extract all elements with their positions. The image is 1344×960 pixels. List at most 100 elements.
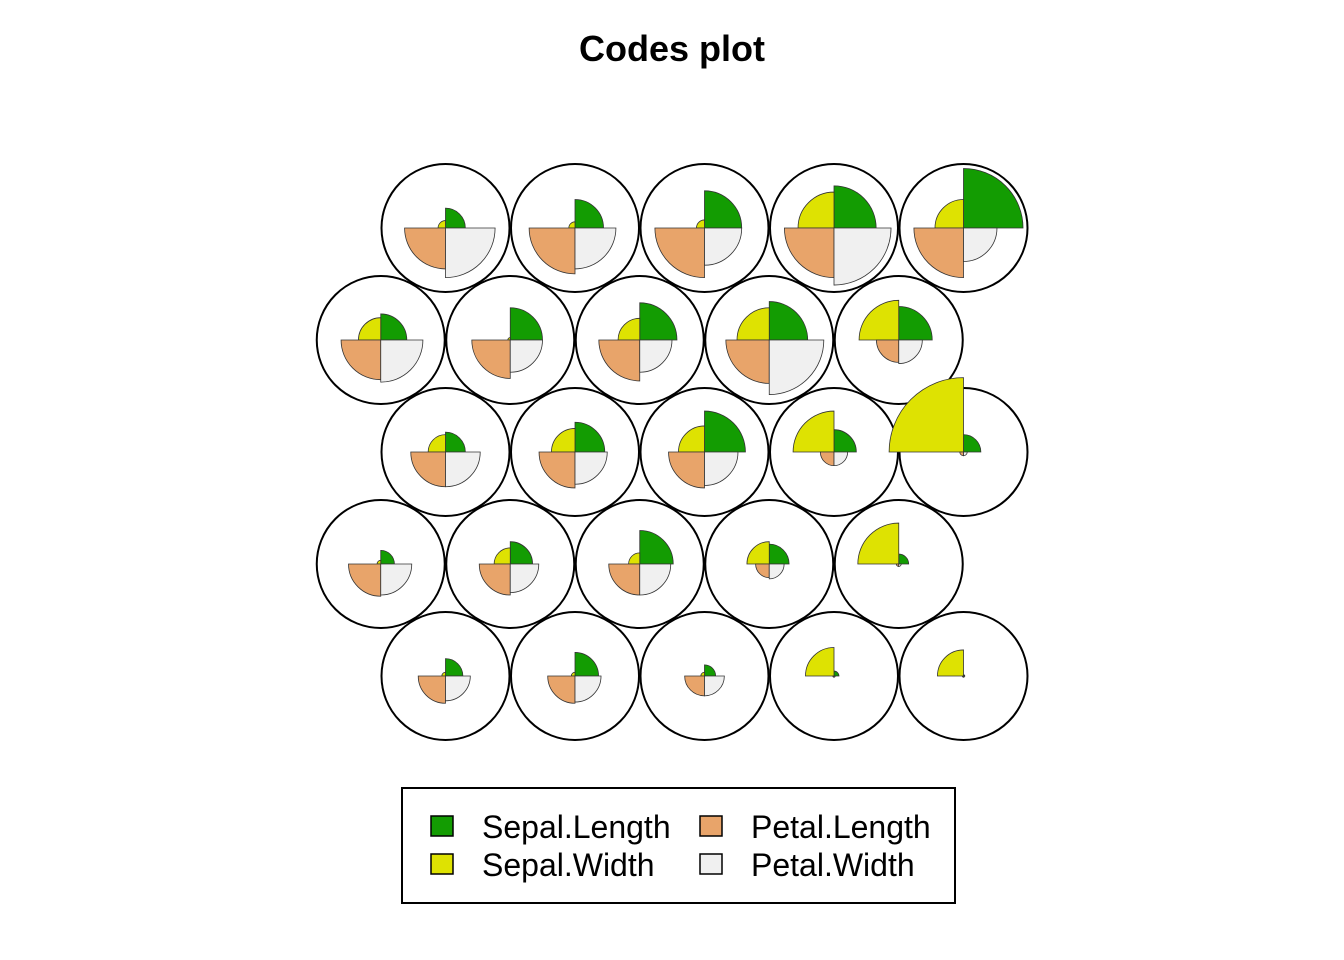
segment-sepal-width [937,649,964,677]
segment-sepal-width [358,317,382,341]
segment-sepal-width [797,191,835,229]
segment-petal-length [538,451,576,489]
segment-petal-width [639,339,673,373]
segment-petal-length [608,563,641,596]
som-unit-4-2 [445,499,576,629]
segment-sepal-length [574,199,604,229]
segment-petal-length [684,675,705,697]
segment-petal-width [380,339,424,383]
segment-sepal-width [805,647,835,677]
segment-petal-width [833,227,892,286]
segment-petal-length [654,227,705,279]
segment-petal-length [478,563,511,596]
segment-petal-length [410,451,446,488]
segment-sepal-length [639,530,674,565]
legend-swatch-petal-length [699,815,723,837]
segment-sepal-length [898,306,933,341]
som-unit-2-3 [574,275,705,405]
segment-sepal-length [509,541,533,565]
som-unit-3-5 [888,377,1029,517]
som-unit-5-5 [898,611,1029,741]
segment-sepal-length [574,652,599,677]
segment-sepal-length [768,301,809,341]
som-unit-1-5 [898,163,1029,293]
segment-petal-length [876,339,900,363]
segment-petal-width [574,451,608,485]
som-unit-5-3 [639,611,770,741]
legend: Sepal.Length Sepal.Width Petal.Length Pe… [401,787,956,904]
segment-sepal-width [858,299,900,341]
som-unit-1-4 [769,163,899,293]
segment-sepal-length [380,313,408,341]
segment-petal-width [639,563,672,596]
chart-title: Codes plot [579,28,765,69]
som-unit-2-1 [315,275,446,405]
legend-box [401,787,956,904]
segment-petal-length [404,227,446,270]
som-unit-4-3 [574,499,705,629]
segment-sepal-length [704,410,746,453]
segment-petal-length [348,563,382,597]
som-unit-1-3 [639,163,770,293]
som-unit-5-1 [380,611,511,741]
segment-petal-length [528,227,576,275]
segment-petal-width [768,563,785,580]
segment-sepal-width [746,541,770,565]
som-unit-3-1 [380,387,511,517]
segment-petal-length [417,675,446,704]
som-unit-1-2 [510,163,640,293]
legend-label-sepal-length: Sepal.Length [482,809,671,845]
segment-petal-width [445,451,481,488]
segment-sepal-width [888,377,964,453]
segment-petal-length [783,227,835,279]
segment-sepal-length [768,543,790,565]
segment-petal-length [547,675,576,704]
segment-petal-width [445,675,471,702]
segment-petal-width [445,227,496,279]
segment-petal-length [913,227,964,279]
segment-petal-width [509,563,540,593]
segment-petal-length [725,339,770,384]
segment-petal-length [340,339,382,381]
segment-petal-length [598,339,641,382]
segment-petal-width [380,563,413,596]
segment-sepal-length [833,429,857,453]
segment-petal-width [768,339,825,395]
segment-petal-width [963,675,966,678]
segment-petal-length [668,451,705,489]
segment-petal-width [898,563,902,567]
som-unit-2-2 [445,275,576,405]
segment-petal-length [471,339,511,379]
segment-petal-width [704,451,739,486]
segment-sepal-width [792,410,835,453]
som-unit-5-2 [510,611,640,741]
som-unit-3-3 [639,387,770,517]
segment-sepal-length [639,302,678,341]
legend-label-petal-length: Petal.Length [751,809,931,845]
segment-petal-width [963,227,998,262]
segment-petal-width [574,675,602,703]
segment-sepal-width [857,522,900,565]
segment-petal-width [833,451,849,467]
segment-sepal-width [678,425,705,453]
segment-sepal-length [509,307,543,341]
legend-swatch-sepal-width [430,853,454,875]
som-unit-3-2 [510,387,640,517]
segment-sepal-length [833,185,877,229]
som-unit-4-5 [833,499,964,629]
legend-swatch-sepal-length [430,815,454,837]
segment-petal-width [963,451,968,457]
som-unit-1-1 [380,163,511,293]
segment-sepal-width [934,199,964,229]
legend-label-sepal-width: Sepal.Width [482,847,655,883]
segment-petal-width [898,339,923,364]
legend-swatch-petal-width [699,853,723,875]
segment-petal-width [509,339,543,373]
segment-sepal-width [736,307,770,341]
som-unit-3-4 [769,387,899,517]
segment-sepal-length [963,168,1024,229]
segment-petal-width [574,227,617,270]
segment-sepal-width [617,317,641,341]
segment-sepal-length [704,190,743,229]
segment-sepal-length [445,207,466,229]
